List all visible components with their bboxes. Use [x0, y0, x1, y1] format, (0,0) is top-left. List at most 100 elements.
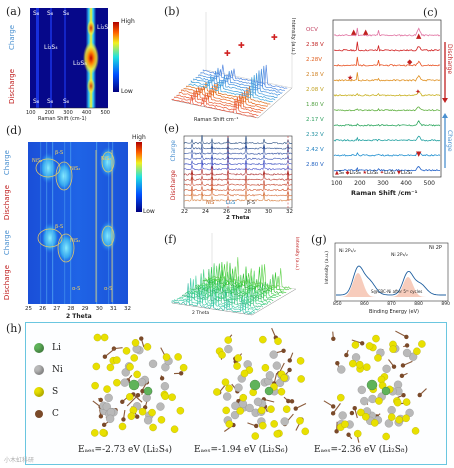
x-tick: 28 — [67, 306, 75, 312]
voltage-label: 2.38 V — [306, 42, 324, 48]
panel-g-title: Ni 2P — [429, 245, 442, 251]
panel-h-tag: (h) — [6, 322, 22, 335]
legend-entry: Li₂S₄ — [384, 170, 396, 176]
panel-g-xlabel: Binding Energy (eV) — [369, 309, 419, 315]
voltage-label: 2.28V — [306, 57, 323, 63]
xrd-trace — [183, 183, 293, 192]
spectrum-trace — [198, 67, 283, 94]
x-tick: 32 — [123, 306, 131, 312]
panel-a-peak: S₈ — [63, 10, 70, 17]
panel-e-side-charge: Charge — [170, 140, 177, 162]
panel-g-ylabel: Intensity (a.u.) — [325, 251, 330, 284]
legend-entry: β-S — [246, 200, 256, 206]
atom-legend-item: C — [34, 403, 74, 425]
raman-trace — [333, 135, 441, 142]
molecular-structures — [91, 327, 427, 443]
atom-legend-label: Ni — [52, 365, 63, 375]
panel-b-waterfall: ✚ ✚ ✚ — [171, 12, 293, 119]
panel-b-tag: (b) — [164, 5, 180, 18]
x-tick: 29 — [81, 306, 89, 312]
xrd-trace — [183, 134, 293, 145]
panel-e-side-discharge: Discharge — [170, 170, 177, 201]
xrd-trace — [183, 176, 293, 187]
x-tick: 400 — [81, 110, 92, 116]
species-marker-icon: ▲ — [351, 28, 357, 36]
panel-a-peak: S₈ — [47, 98, 54, 105]
raman-trace — [333, 106, 441, 112]
spectrum-trace — [195, 70, 281, 96]
panel-f-waterfall — [171, 233, 297, 316]
x-tick: 26 — [39, 306, 47, 312]
xrd-trace — [183, 171, 293, 182]
x-tick: 100 — [26, 110, 36, 116]
raman-trace — [333, 151, 441, 157]
legend-entry: Li₂S₂ — [400, 170, 413, 176]
legend-entry: Li₂S — [225, 200, 236, 206]
panel-e-legend: NiS Li₂S β-S — [206, 200, 255, 206]
x-tick: 200 — [354, 180, 366, 187]
panel-c-traces: ▲ ▲ ▲ ◆ ★ ✦ ▼ — [333, 27, 441, 172]
panel-a-ylabel-charge: Charge — [8, 24, 16, 50]
x-tick: 200 — [44, 110, 55, 116]
panel-a-species: Li₂S₆ — [97, 24, 111, 31]
panel-f-ylabel: Intensity (a.u.) — [294, 237, 299, 270]
panel-c-side-discharge: Discharge — [446, 44, 453, 75]
raman-trace — [333, 56, 441, 67]
panel-b: (b) ✚ ✚ ✚ Raman Shift cm⁻¹ Intensity (a.u.… — [150, 0, 300, 125]
watermark: 小木虹科研 — [4, 457, 35, 464]
panel-d-colorbar-low: Low — [143, 208, 155, 215]
x-tick: 880 — [414, 302, 423, 307]
panel-d-side: Discharge — [3, 265, 11, 301]
raman-trace — [333, 90, 441, 97]
voltage-label: 2.17 V — [306, 117, 324, 123]
raman-trace — [333, 72, 441, 82]
voltage-label: 1.80 V — [306, 102, 324, 108]
panel-e: (e) Charge Discharge NiS Li₂S β-S 22 24 … — [160, 122, 305, 222]
panel-d-label: NiS₂ — [32, 158, 43, 164]
xrd-trace — [183, 156, 293, 166]
li2s6-structure — [213, 327, 310, 440]
xrd-waterfall-trace — [205, 261, 287, 293]
x-tick: 24 — [202, 209, 209, 215]
spectrum-trace — [186, 81, 271, 105]
panel-g-traces — [336, 265, 446, 297]
x-tick: 860 — [360, 302, 369, 307]
legend-entry: Li₂S₈ — [349, 170, 361, 176]
panel-g-xps — [334, 242, 449, 302]
panel-b-ylabel: Intensity (a.u.) — [290, 18, 296, 55]
peak-marker-icon: ✚ — [224, 49, 231, 58]
xrd-trace — [183, 141, 293, 150]
panel-g-tag: (g) — [311, 233, 327, 246]
panel-d-label: β-S — [55, 224, 64, 230]
x-tick: 300 — [377, 180, 389, 187]
panel-c-side-charge: Charge — [446, 130, 453, 152]
raman-trace — [333, 27, 441, 37]
spectrum-trace — [202, 64, 288, 89]
panel-c-xlabel: Raman Shift /cm⁻¹ — [351, 189, 418, 197]
panel-a-species: Li₂S₈ — [73, 60, 87, 67]
legend-diamond-icon: ◆ — [345, 170, 350, 176]
species-marker-icon: ▲ — [363, 28, 369, 36]
panel-c: (c) ▲ ▲ ▲ ◆ ★ ✦ ▼ OCV 2.38 V 2.28V 2.18 V 2.08… — [303, 0, 454, 200]
panel-d-side: Discharge — [3, 185, 11, 221]
spectrum-trace — [193, 73, 278, 98]
x-tick: 890 — [441, 302, 450, 307]
x-tick: 30 — [95, 306, 103, 312]
panel-f-xlabel: 2 Theta — [192, 311, 210, 316]
atom-legend-item: Li — [34, 337, 74, 359]
x-tick: 31 — [109, 306, 117, 312]
x-tick: 870 — [387, 302, 396, 307]
xrd-waterfall-trace — [200, 265, 282, 297]
li2s8-structure — [323, 330, 427, 443]
panel-h: Li Ni S C Eₐₑₛ=-2.73 eV (Li₂S₄) Eₐₑₛ=-1.… — [25, 322, 447, 465]
legend-down-triangle-icon: ▼ — [397, 170, 401, 176]
panel-e-tag: (e) — [164, 122, 180, 135]
panel-a: (a) — [0, 0, 150, 122]
panel-g-xticks: 850 860 870 880 890 — [333, 302, 450, 307]
xrd-waterfall-trace — [171, 283, 253, 315]
raman-trace — [333, 166, 441, 172]
voltage-label: 2.32 V — [306, 132, 324, 138]
x-tick: 30 — [265, 209, 272, 215]
panel-a-xlabel: Raman Shift (cm-1) — [38, 116, 87, 122]
panel-c-stacked-spectra: ▲ ▲ ▲ ◆ ★ ✦ ▼ — [332, 19, 448, 178]
